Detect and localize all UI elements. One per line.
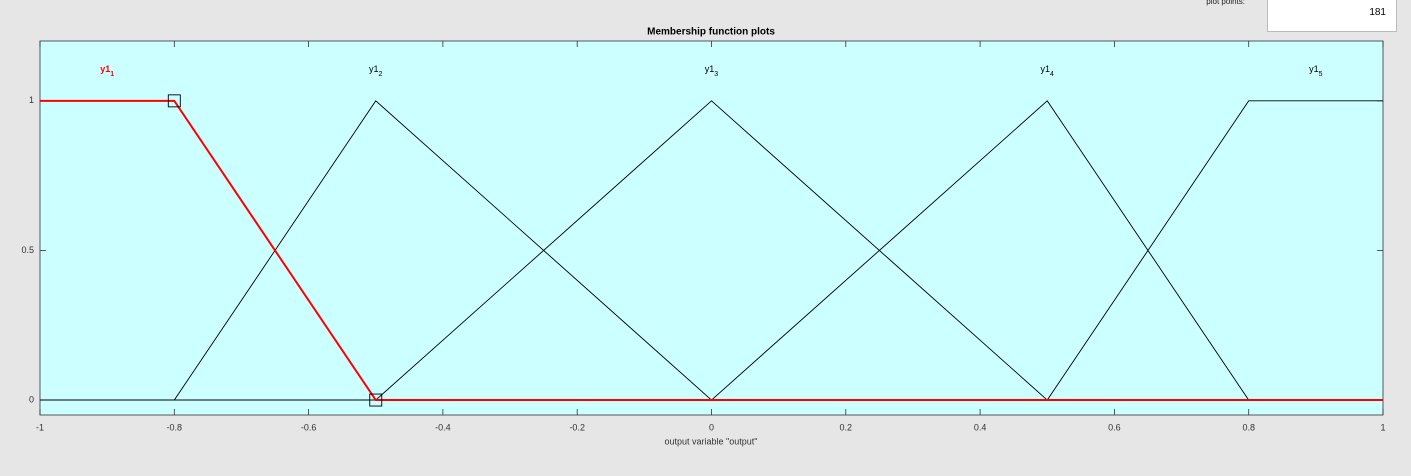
mf-label: y11 [100, 64, 114, 77]
mf-line [40, 100, 1383, 401]
mf-line [40, 99, 1383, 402]
x-tick-label: 0.6 [1108, 422, 1121, 432]
x-tick-label: 0.2 [840, 422, 853, 432]
x-tick-label: 0.8 [1242, 422, 1255, 432]
vertex-handle [167, 94, 181, 108]
x-tick-label: 1 [1380, 422, 1385, 432]
mf-label-name: y1 [1309, 64, 1319, 74]
mf-label: y14 [1041, 64, 1055, 77]
mf-line [40, 100, 1383, 401]
chart-title: Membership function plots [647, 27, 775, 38]
mf-label: y12 [369, 64, 383, 77]
plot-points-label: plot points: [1206, 0, 1245, 6]
mf-label-subscript: 5 [1319, 71, 1323, 78]
mf-line [40, 100, 1383, 401]
mf-label: y13 [705, 64, 719, 77]
mf-label: y15 [1309, 64, 1323, 77]
mf-label-name: y1 [100, 64, 110, 74]
vertex-handle [369, 393, 383, 407]
y-tick-label: 0 [29, 394, 34, 404]
x-tick-label: 0.4 [974, 422, 987, 432]
mf-label-subscript: 1 [110, 71, 114, 78]
mf-label-subscript: 4 [1050, 71, 1054, 78]
plot-points-input[interactable]: 181 [1267, 0, 1397, 32]
x-tick-label: 0 [709, 422, 714, 432]
x-tick-label: -0.2 [569, 422, 585, 432]
mf-label-subscript: 2 [379, 71, 383, 78]
mf-label-subscript: 3 [714, 71, 718, 78]
mf-label-name: y1 [1041, 64, 1051, 74]
mf-line [40, 100, 1383, 401]
plot-area [39, 40, 1384, 416]
y-tick-label: 1 [29, 95, 34, 105]
y-tick-label: 0.5 [21, 245, 34, 255]
x-tick-label: -1 [36, 422, 44, 432]
x-tick-label: -0.4 [435, 422, 451, 432]
x-tick-label: -0.8 [167, 422, 183, 432]
mf-label-name: y1 [369, 64, 379, 74]
mf-label-name: y1 [705, 64, 715, 74]
x-axis-label: output variable "output" [665, 436, 758, 446]
x-tick-label: -0.6 [301, 422, 317, 432]
